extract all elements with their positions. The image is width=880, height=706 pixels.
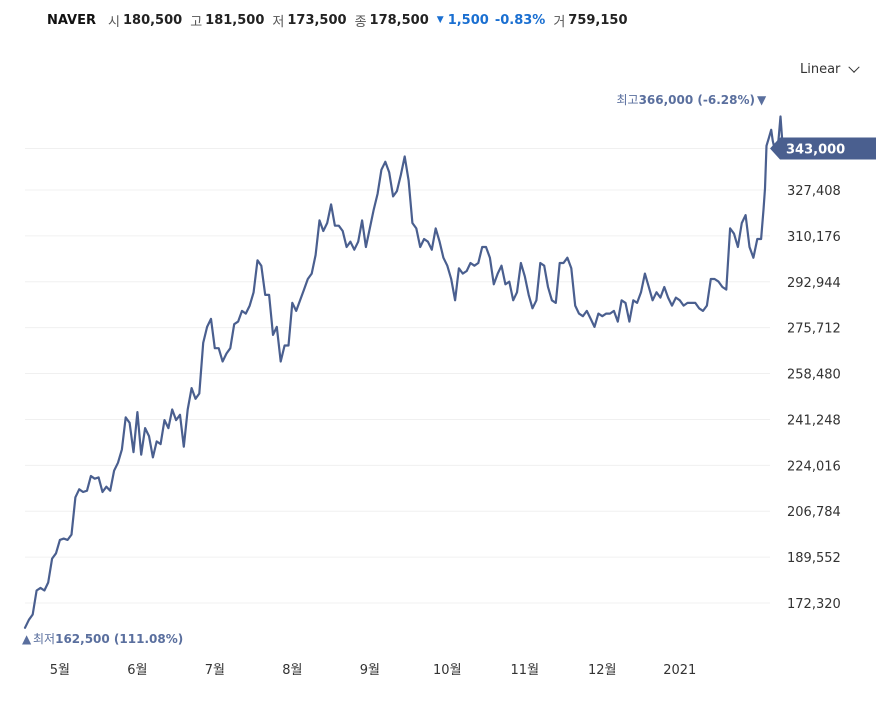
y-tick-label: 189,552: [787, 551, 841, 566]
high-label: 고: [190, 14, 203, 30]
low-marker-icon: ▲: [22, 632, 32, 646]
x-tick-label: 7월: [205, 663, 225, 678]
down-triangle-icon: ▼: [436, 15, 444, 25]
scale-dropdown[interactable]: Linear: [800, 61, 861, 77]
close-label: 종: [354, 14, 367, 30]
x-tick-label: 5월: [50, 663, 70, 678]
high-value: 181,500: [205, 12, 265, 28]
svg-text:최고366,000 (-6.28%): 최고366,000 (-6.28%): [616, 93, 755, 107]
low-value: 162,500 (111.08%): [55, 632, 183, 646]
x-tick-label: 6월: [127, 663, 147, 678]
change-percent: -0.83%: [494, 12, 546, 28]
low-value: 173,500: [287, 12, 347, 28]
x-tick-label: 2021: [663, 663, 696, 678]
high-annotation: 최고366,000 (-6.28%) ▼: [616, 93, 767, 107]
current-price-value: 343,000: [786, 142, 845, 157]
low-label: 최저: [33, 632, 55, 646]
high-value: 366,000 (-6.28%): [639, 93, 755, 107]
x-tick-label: 12월: [588, 663, 617, 678]
y-tick-label: 292,944: [787, 276, 841, 291]
low-label: 저: [272, 14, 285, 30]
volume-value: 759,150: [568, 12, 628, 28]
scale-dropdown-value: Linear: [800, 62, 841, 77]
y-tick-label: 327,408: [787, 184, 841, 199]
high-marker-icon: ▼: [757, 93, 767, 107]
change-value: 1,500: [447, 12, 489, 28]
price-line: [23, 115, 784, 629]
y-tick-label: 241,248: [787, 413, 841, 428]
x-axis: 5월 6월 7월 8월 9월 10월 11월 12월 2021: [50, 663, 697, 678]
ticker-name: NAVER: [47, 12, 97, 28]
x-tick-label: 11월: [511, 663, 540, 678]
x-tick-label: 9월: [360, 663, 380, 678]
close-value: 178,500: [369, 12, 429, 28]
y-tick-label: 258,480: [787, 368, 841, 383]
y-axis: 172,320 189,552 206,784 224,016 241,248 258,4…: [787, 184, 841, 612]
y-tick-label: 172,320: [787, 597, 841, 612]
open-label: 시: [108, 14, 120, 30]
current-price-tag: 343,000: [770, 137, 876, 160]
y-tick-label: 275,712: [787, 322, 841, 337]
current-price-tag-bg: [770, 137, 876, 160]
x-tick-label: 10월: [433, 663, 462, 678]
quote-header: NAVER 시 180,500 고 181,500 저 173,500 종 17…: [47, 8, 636, 32]
high-label: 최고: [616, 93, 638, 107]
low-annotation: ▲ 최저162,500 (111.08%): [22, 632, 183, 646]
grid-lines: [25, 147, 770, 604]
open-value: 180,500: [122, 12, 183, 28]
y-tick-label: 310,176: [787, 230, 841, 245]
x-tick-label: 8월: [282, 663, 302, 678]
y-tick-label: 224,016: [787, 459, 841, 474]
svg-text:최저162,500 (111.08%): 최저162,500 (111.08%): [33, 632, 183, 646]
y-tick-label: 206,784: [787, 505, 841, 520]
volume-label: 거: [553, 14, 566, 30]
